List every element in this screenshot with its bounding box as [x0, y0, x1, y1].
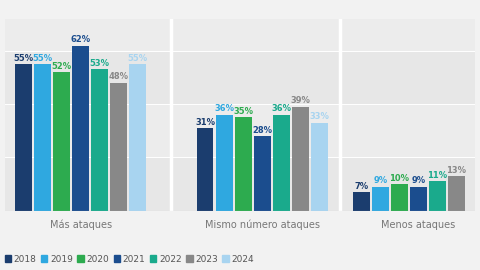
Text: 9%: 9%: [373, 176, 387, 185]
Bar: [448, 176, 465, 211]
Bar: [91, 69, 108, 211]
Bar: [53, 72, 70, 211]
Bar: [311, 123, 328, 211]
Text: Mismo número ataques: Mismo número ataques: [205, 220, 320, 230]
Text: 28%: 28%: [252, 126, 272, 135]
Bar: [34, 64, 51, 211]
Bar: [72, 46, 89, 211]
Bar: [429, 181, 446, 211]
Text: 36%: 36%: [271, 104, 291, 113]
Bar: [5, 51, 475, 104]
Bar: [130, 64, 146, 211]
Bar: [273, 115, 290, 211]
Text: 55%: 55%: [128, 54, 148, 63]
Text: 35%: 35%: [233, 107, 253, 116]
Bar: [292, 107, 309, 211]
Text: 33%: 33%: [310, 112, 329, 122]
Text: 36%: 36%: [214, 104, 234, 113]
Bar: [372, 187, 389, 211]
Bar: [5, 0, 475, 51]
Bar: [197, 128, 214, 211]
Text: 39%: 39%: [290, 96, 310, 105]
Text: 31%: 31%: [195, 118, 215, 127]
Text: 13%: 13%: [446, 166, 467, 175]
Text: Más ataques: Más ataques: [49, 220, 112, 230]
Text: 48%: 48%: [109, 72, 129, 82]
Bar: [110, 83, 127, 211]
Text: 11%: 11%: [427, 171, 447, 180]
Text: 53%: 53%: [90, 59, 110, 68]
Bar: [216, 115, 232, 211]
Legend: 2018, 2019, 2020, 2021, 2022, 2023, 2024: 2018, 2019, 2020, 2021, 2022, 2023, 2024: [5, 255, 254, 264]
Bar: [391, 184, 408, 211]
Text: 10%: 10%: [389, 174, 409, 183]
Text: 52%: 52%: [51, 62, 72, 71]
Text: Menos ataques: Menos ataques: [381, 220, 456, 230]
Bar: [410, 187, 427, 211]
Bar: [5, 157, 475, 211]
Bar: [15, 64, 32, 211]
Text: 9%: 9%: [411, 176, 425, 185]
Text: 55%: 55%: [13, 54, 34, 63]
Text: 62%: 62%: [71, 35, 91, 44]
Text: 55%: 55%: [33, 54, 53, 63]
Text: 7%: 7%: [354, 182, 368, 191]
Bar: [353, 192, 370, 211]
Bar: [254, 136, 271, 211]
Bar: [235, 117, 252, 211]
Bar: [5, 104, 475, 157]
